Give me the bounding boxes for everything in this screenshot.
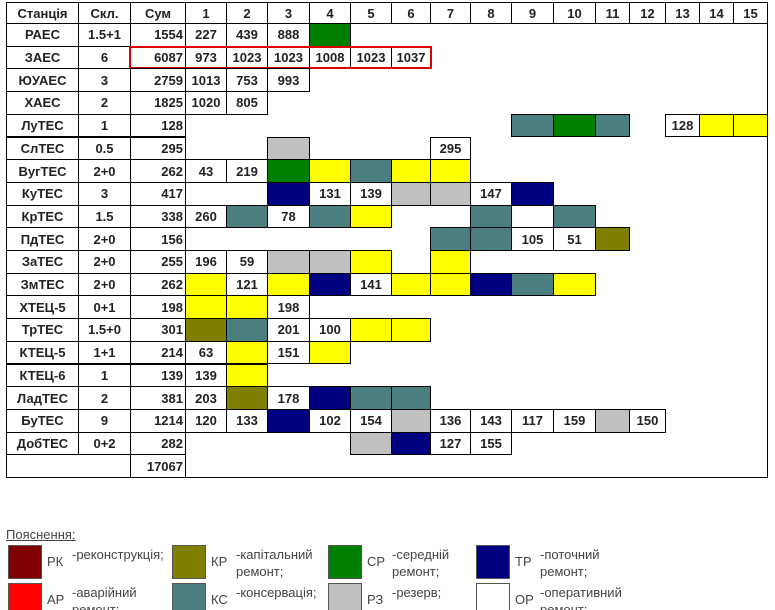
status-cell bbox=[309, 340, 351, 365]
legend-text: -реконструкція; bbox=[72, 547, 164, 562]
legend-text: -аварійний ремонт; bbox=[72, 585, 137, 610]
legend-swatch bbox=[476, 583, 510, 610]
status-cell bbox=[350, 204, 392, 229]
value-cell: 805 bbox=[226, 91, 268, 115]
legend-code: РЗ bbox=[367, 592, 384, 607]
legend-code: КС bbox=[211, 592, 228, 607]
legend-code: АР bbox=[47, 592, 65, 607]
legend-swatch bbox=[476, 545, 510, 579]
legend-code: ОР bbox=[515, 592, 534, 607]
legend-text: -капітальний ремонт; bbox=[236, 547, 313, 579]
value-cell: 155 bbox=[470, 431, 512, 456]
legend-text: -середній ремонт; bbox=[392, 547, 450, 579]
legend-swatch bbox=[8, 545, 42, 579]
legend-swatch bbox=[328, 583, 362, 610]
value-cell: 993 bbox=[267, 68, 310, 93]
legend-code: РК bbox=[47, 554, 64, 569]
legend-text: -поточний ремонт; bbox=[540, 547, 600, 579]
legend-swatch bbox=[172, 545, 206, 579]
status-cell bbox=[511, 181, 554, 206]
legend-code: СР bbox=[367, 554, 386, 569]
legend-text: -оперативний ремонт; bbox=[540, 585, 622, 610]
value-cell: 150 bbox=[629, 408, 666, 433]
status-cell bbox=[391, 318, 431, 342]
legend-swatch bbox=[8, 583, 42, 610]
legend-swatch bbox=[172, 583, 206, 610]
legend-swatch bbox=[328, 545, 362, 579]
legend-code: ТР bbox=[515, 554, 532, 569]
status-cell bbox=[553, 272, 596, 297]
legend-title: Пояснення: bbox=[6, 527, 76, 542]
legend-text: -консервація; bbox=[236, 585, 317, 600]
table-border bbox=[6, 2, 768, 478]
legend-text: -резерв; bbox=[392, 585, 442, 600]
legend-code: КР bbox=[211, 554, 228, 569]
status-cell bbox=[595, 227, 630, 251]
status-cell bbox=[595, 113, 630, 138]
highlight-box bbox=[129, 45, 432, 70]
